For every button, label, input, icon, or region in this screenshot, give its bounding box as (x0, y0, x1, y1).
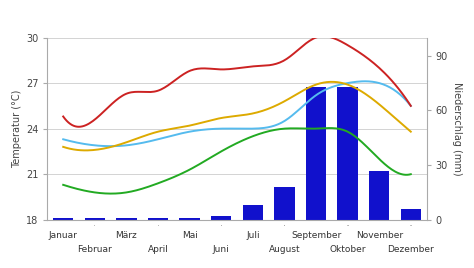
Bar (369, 170, 390, 220)
Text: Mai: Mai (182, 231, 198, 240)
Bar (179, 218, 200, 220)
Text: Februar: Februar (77, 245, 112, 254)
Bar (84, 218, 105, 220)
Bar (274, 187, 295, 220)
Text: September: September (291, 231, 341, 240)
Text: März: März (116, 231, 137, 240)
Text: April: April (147, 245, 168, 254)
Text: August: August (269, 245, 300, 254)
Text: Januar: Januar (49, 231, 78, 240)
Text: November: November (356, 231, 403, 240)
Y-axis label: Temperatur (°C): Temperatur (°C) (12, 90, 22, 168)
Text: Dezember: Dezember (387, 245, 434, 254)
Text: Juli: Juli (246, 231, 260, 240)
Bar (116, 218, 137, 220)
Bar (243, 205, 263, 220)
Bar (211, 216, 231, 220)
Bar (306, 87, 326, 220)
Y-axis label: Niederschlag (mm): Niederschlag (mm) (452, 82, 462, 176)
Text: Juni: Juni (213, 245, 229, 254)
Text: Oktober: Oktober (329, 245, 366, 254)
Bar (401, 209, 421, 220)
Bar (53, 218, 73, 220)
Bar (148, 218, 168, 220)
Bar (337, 87, 358, 220)
